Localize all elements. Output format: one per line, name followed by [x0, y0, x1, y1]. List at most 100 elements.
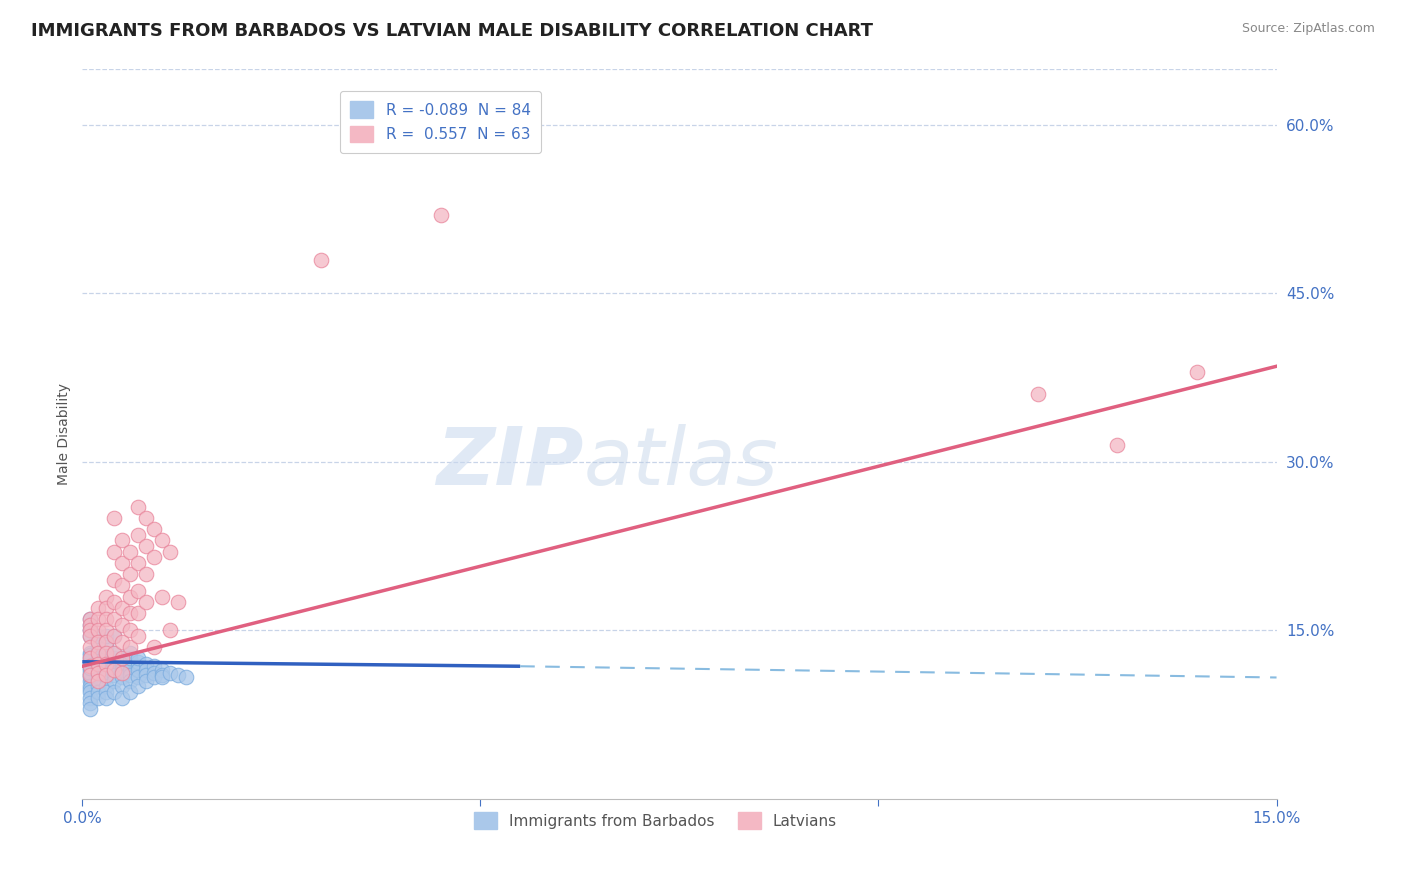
- Point: [142, 550, 165, 565]
- Point: [79, 655, 101, 669]
- Point: [103, 544, 125, 558]
- Point: [135, 595, 157, 609]
- Point: [120, 651, 142, 665]
- Point: [79, 659, 101, 673]
- Point: [79, 640, 101, 655]
- Point: [103, 629, 125, 643]
- Point: [120, 607, 142, 621]
- Point: [135, 663, 157, 677]
- Point: [103, 646, 125, 660]
- Point: [120, 624, 142, 638]
- Point: [79, 629, 101, 643]
- Point: [127, 607, 149, 621]
- Point: [111, 671, 134, 685]
- Point: [111, 634, 134, 648]
- Point: [111, 655, 134, 669]
- Point: [96, 690, 118, 705]
- Point: [127, 500, 149, 514]
- Point: [87, 651, 110, 665]
- Point: [87, 665, 110, 680]
- Point: [111, 617, 134, 632]
- Point: [79, 668, 101, 682]
- Point: [96, 634, 118, 648]
- Point: [120, 668, 142, 682]
- Point: [127, 629, 149, 643]
- Point: [79, 696, 101, 710]
- Point: [96, 659, 118, 673]
- Point: [103, 595, 125, 609]
- Point: [79, 661, 101, 675]
- Point: [103, 612, 125, 626]
- Point: [111, 663, 134, 677]
- Point: [87, 624, 110, 638]
- Point: [111, 578, 134, 592]
- Point: [127, 659, 149, 673]
- Point: [127, 671, 149, 685]
- Point: [127, 663, 149, 677]
- Point: [120, 640, 142, 655]
- Point: [79, 624, 101, 638]
- Point: [96, 680, 118, 694]
- Point: [79, 680, 101, 694]
- Point: [79, 681, 101, 696]
- Point: [142, 640, 165, 655]
- Point: [166, 668, 188, 682]
- Point: [87, 634, 110, 648]
- Point: [103, 511, 125, 525]
- Point: [87, 640, 110, 655]
- Point: [111, 690, 134, 705]
- Point: [120, 544, 142, 558]
- Point: [135, 511, 157, 525]
- Point: [96, 629, 118, 643]
- Point: [103, 651, 125, 665]
- Point: [96, 651, 118, 665]
- Point: [79, 668, 101, 682]
- Point: [127, 556, 149, 570]
- Point: [429, 208, 451, 222]
- Point: [79, 624, 101, 638]
- Point: [159, 544, 181, 558]
- Point: [111, 533, 134, 548]
- Point: [79, 690, 101, 705]
- Point: [79, 685, 101, 699]
- Point: [127, 680, 149, 694]
- Text: ZIP: ZIP: [436, 424, 583, 502]
- Point: [127, 584, 149, 599]
- Point: [135, 567, 157, 582]
- Point: [96, 590, 118, 604]
- Point: [87, 671, 110, 685]
- Point: [111, 659, 134, 673]
- Point: [174, 671, 197, 685]
- Point: [150, 668, 173, 682]
- Point: [111, 651, 134, 665]
- Point: [96, 665, 118, 680]
- Point: [96, 640, 118, 655]
- Point: [79, 657, 101, 671]
- Point: [87, 612, 110, 626]
- Point: [111, 680, 134, 694]
- Y-axis label: Male Disability: Male Disability: [58, 383, 72, 484]
- Text: atlas: atlas: [583, 424, 779, 502]
- Point: [79, 617, 101, 632]
- Text: IMMIGRANTS FROM BARBADOS VS LATVIAN MALE DISABILITY CORRELATION CHART: IMMIGRANTS FROM BARBADOS VS LATVIAN MALE…: [31, 22, 873, 40]
- Point: [111, 651, 134, 665]
- Point: [309, 252, 332, 267]
- Point: [79, 651, 101, 665]
- Point: [96, 668, 118, 682]
- Point: [87, 600, 110, 615]
- Point: [120, 567, 142, 582]
- Point: [135, 657, 157, 671]
- Point: [96, 646, 118, 660]
- Point: [120, 685, 142, 699]
- Point: [87, 685, 110, 699]
- Point: [111, 556, 134, 570]
- Point: [103, 646, 125, 660]
- Point: [96, 612, 118, 626]
- Point: [103, 663, 125, 677]
- Point: [120, 646, 142, 660]
- Point: [87, 680, 110, 694]
- Point: [103, 657, 125, 671]
- Point: [87, 665, 110, 680]
- Point: [103, 685, 125, 699]
- Text: Source: ZipAtlas.com: Source: ZipAtlas.com: [1241, 22, 1375, 36]
